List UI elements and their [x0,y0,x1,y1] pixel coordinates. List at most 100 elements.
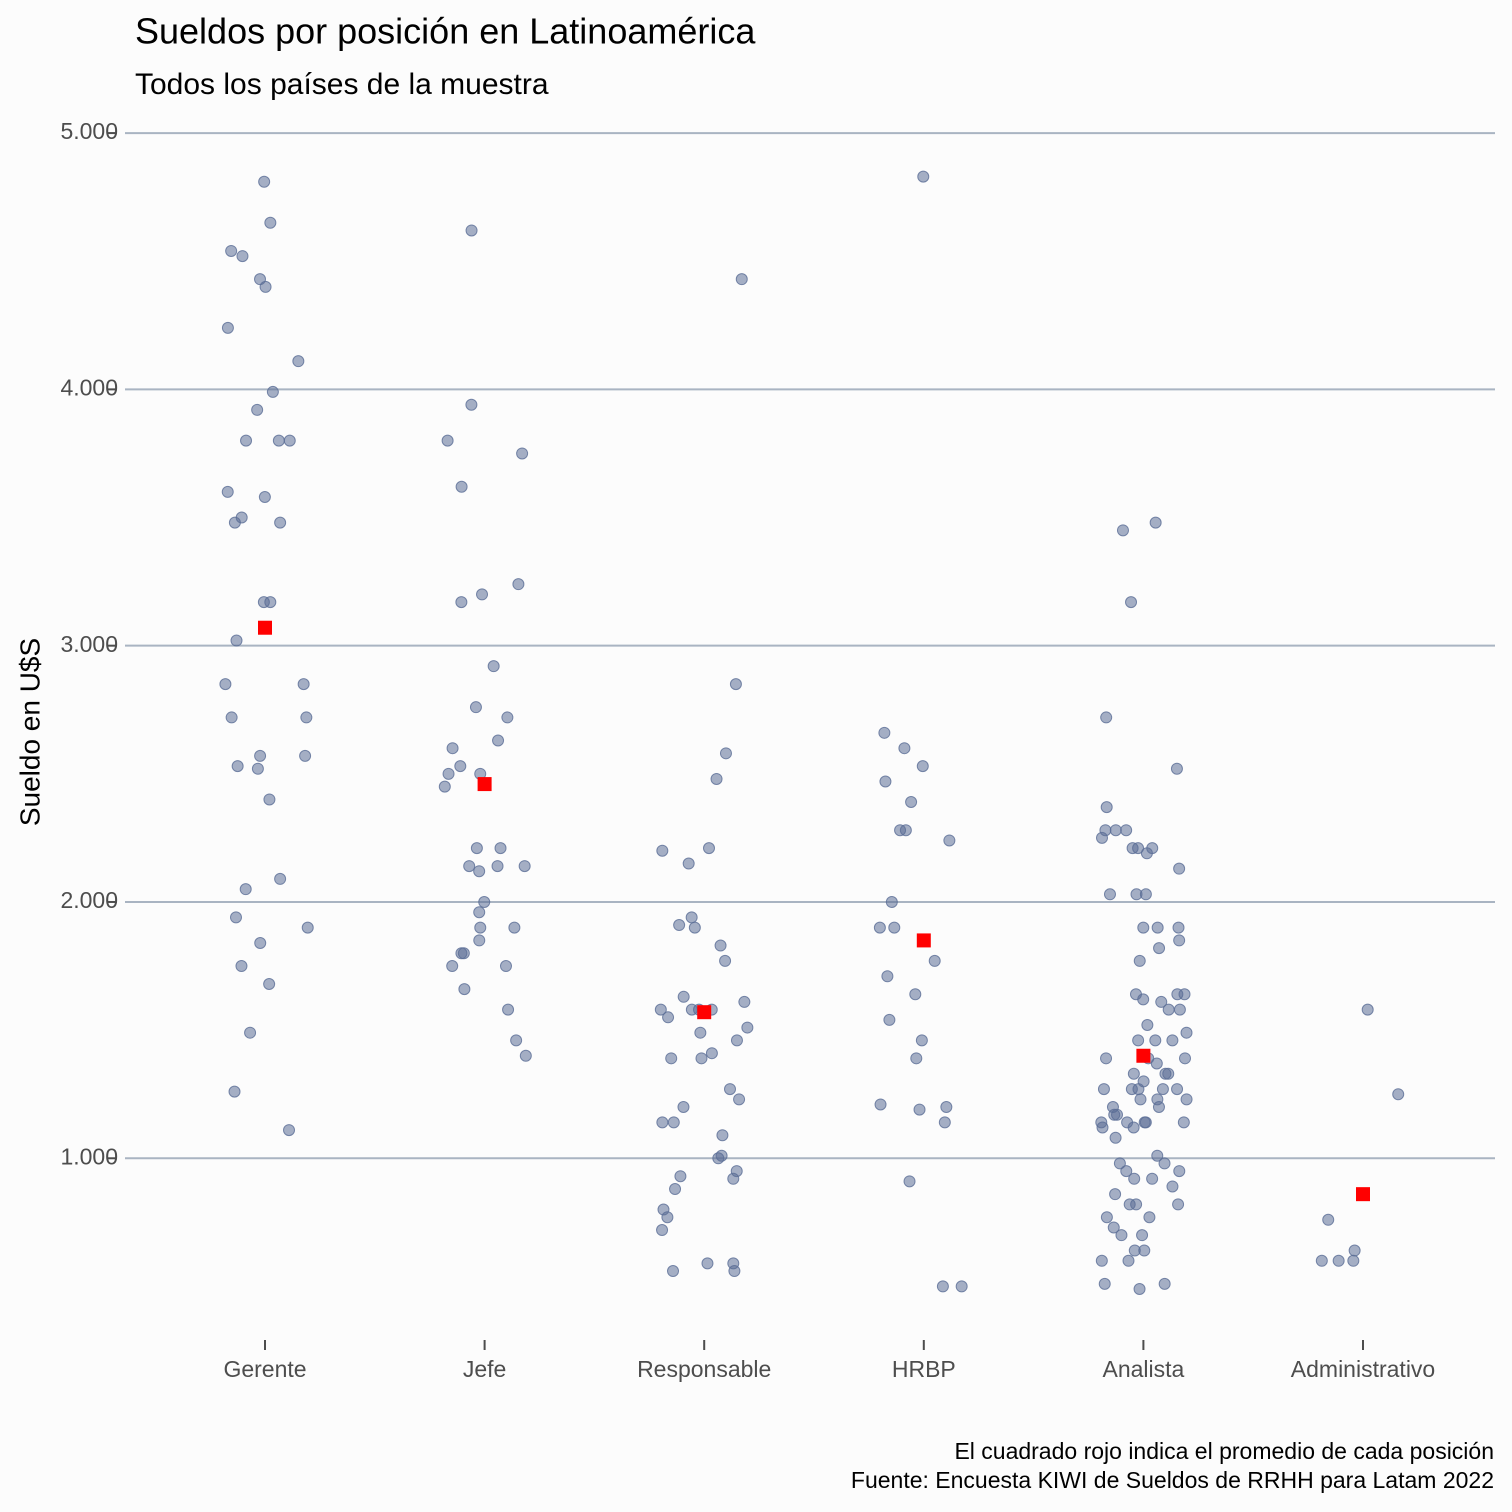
point [682,857,695,870]
point [938,1116,951,1129]
point [1177,1116,1190,1129]
point [898,742,911,755]
point [487,660,500,673]
point [258,491,271,504]
point [661,1211,674,1224]
point [724,1083,737,1096]
point [719,954,732,967]
point [478,895,491,908]
point [254,749,267,762]
point [888,921,901,934]
point [470,842,483,855]
point [885,895,898,908]
point [883,1013,896,1026]
point [1100,711,1113,724]
caption: Fuente: Encuesta KIWI de Sueldos de RRHH… [851,1467,1494,1493]
point [510,1034,523,1047]
point [1130,888,1143,901]
point [1096,1121,1109,1134]
point [1109,1131,1122,1144]
point [710,772,723,785]
x-tick-label: HRBP [892,1356,956,1382]
point [1150,1057,1163,1070]
y-tick-label: 4.000 [60,374,118,400]
point [1138,1116,1151,1129]
x-tick-label: Gerente [223,1356,306,1382]
x-tick-label: Administrativo [1291,1356,1435,1382]
point [1133,1282,1146,1295]
point [300,711,313,724]
point [1158,1277,1171,1290]
point [1348,1244,1361,1257]
mean-marker [1136,1048,1151,1063]
point [669,1183,682,1196]
point [1133,954,1146,967]
point [936,1280,949,1293]
point [1109,824,1122,837]
point [263,793,276,806]
point [251,762,264,775]
chart-subtitle: Todos los países de la muestra [135,68,549,101]
point [1149,516,1162,529]
point [654,1003,667,1016]
point [738,995,751,1008]
point [228,516,241,529]
point [1137,993,1150,1006]
point [225,711,238,724]
point [1162,1067,1175,1080]
point [1100,1211,1113,1224]
point [231,760,244,773]
point [442,767,455,780]
point [656,1116,669,1129]
y-axis-label: Sueldo en U$S [14,638,45,826]
point [438,780,451,793]
point [685,911,698,924]
point [258,175,271,188]
point [1162,1003,1175,1016]
point [508,921,521,934]
point [1173,1003,1186,1016]
point [219,678,232,691]
point [928,954,941,967]
y-tick-label: 1.000 [60,1143,118,1169]
point [1116,524,1129,537]
point [712,1152,725,1165]
point [1158,1157,1171,1170]
point [454,760,467,773]
point [221,485,234,498]
point [516,447,529,460]
point [881,970,894,983]
point [1166,1180,1179,1193]
point [235,960,248,973]
point [1138,1244,1151,1257]
point [491,860,504,873]
point [910,1052,923,1065]
point [254,936,267,949]
caption: El cuadrado rojo indica el promedio de c… [954,1438,1494,1464]
point [701,1257,714,1270]
point [240,434,253,447]
point [512,578,525,591]
point [1130,1198,1143,1211]
point [695,1052,708,1065]
point [694,1026,707,1039]
point [455,947,468,960]
point [272,434,285,447]
point [473,934,486,947]
point [494,842,507,855]
point [259,280,272,293]
point [1171,1083,1184,1096]
point [1125,596,1138,609]
point [274,516,287,529]
point [274,872,287,885]
point [943,834,956,847]
point [1392,1088,1405,1101]
point [465,224,478,237]
point [673,919,686,932]
point [702,842,715,855]
point [1126,842,1139,855]
point [519,1049,532,1062]
point [1137,921,1150,934]
point [1125,1083,1138,1096]
point [230,634,243,647]
